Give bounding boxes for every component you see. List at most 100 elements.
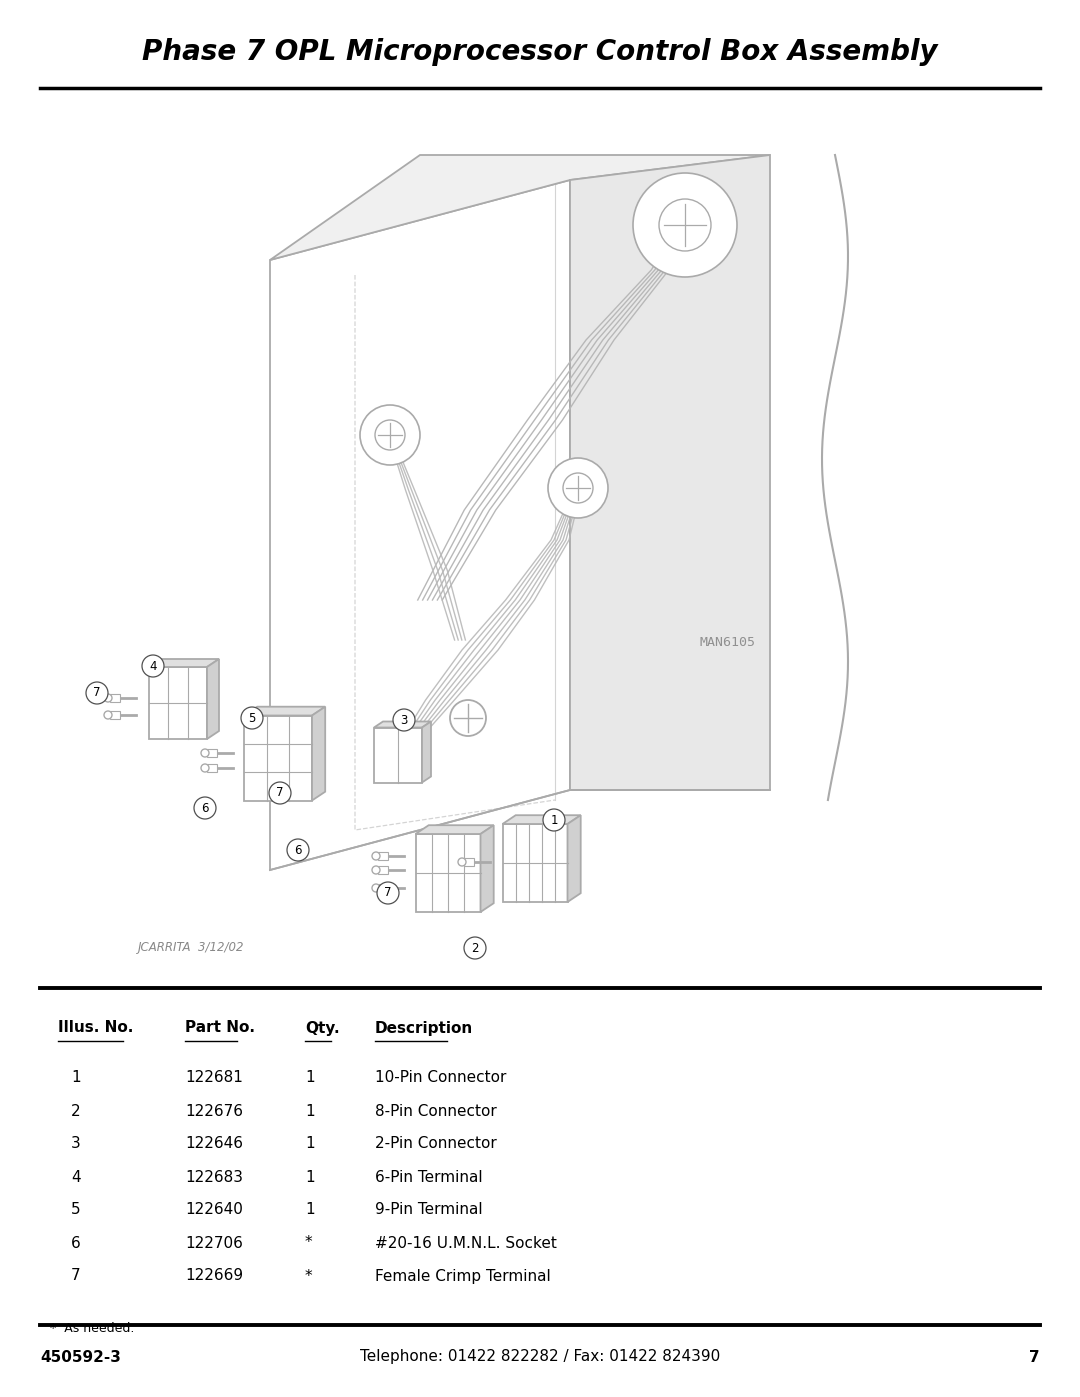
Text: 1: 1 [305,1104,314,1119]
Polygon shape [244,707,325,715]
Text: Phase 7 OPL Microprocessor Control Box Assembly: Phase 7 OPL Microprocessor Control Box A… [143,38,937,66]
Circle shape [633,173,737,277]
Text: 122676: 122676 [185,1104,243,1119]
Circle shape [201,749,210,757]
Text: MAN6105: MAN6105 [700,637,756,650]
Text: 7: 7 [384,887,392,900]
Text: Description: Description [375,1020,473,1035]
Text: Qty.: Qty. [305,1020,339,1035]
Text: 9-Pin Terminal: 9-Pin Terminal [375,1203,483,1218]
Text: 6: 6 [294,844,301,856]
Text: 122681: 122681 [185,1070,243,1085]
Text: *  As needed.: * As needed. [50,1323,134,1336]
Text: 3: 3 [401,714,407,726]
Text: 7: 7 [276,787,284,799]
Text: Part No.: Part No. [185,1020,255,1035]
Text: 1: 1 [305,1137,314,1151]
Text: 122683: 122683 [185,1169,243,1185]
Circle shape [104,711,112,719]
Text: 7: 7 [71,1268,81,1284]
Bar [378,852,388,861]
Bar [416,834,481,912]
Polygon shape [270,155,770,260]
Text: 5: 5 [248,711,256,725]
Bar [378,884,388,893]
Circle shape [659,198,711,251]
Text: 7: 7 [93,686,100,700]
Circle shape [360,405,420,465]
Text: 122640: 122640 [185,1203,243,1218]
Polygon shape [374,721,431,728]
Circle shape [450,700,486,736]
Circle shape [543,809,565,831]
Circle shape [86,682,108,704]
Circle shape [372,852,380,861]
Circle shape [377,882,399,904]
Circle shape [548,458,608,518]
Polygon shape [422,721,431,782]
Text: 6: 6 [71,1235,81,1250]
Bar [110,711,120,719]
Polygon shape [502,816,581,824]
Bar [244,715,312,800]
Polygon shape [570,155,770,789]
Circle shape [194,798,216,819]
Circle shape [372,866,380,875]
Circle shape [141,655,164,678]
Text: 6-Pin Terminal: 6-Pin Terminal [375,1169,483,1185]
Text: 122669: 122669 [185,1268,243,1284]
Text: 122646: 122646 [185,1137,243,1151]
Circle shape [201,764,210,773]
Circle shape [269,782,291,805]
Polygon shape [312,707,325,800]
Polygon shape [149,659,219,666]
Bar [207,749,217,757]
Circle shape [458,858,465,866]
Bar [378,866,388,875]
Text: JCARRITA  3/12/02: JCARRITA 3/12/02 [138,942,244,954]
Text: Telephone: 01422 822282 / Fax: 01422 824390: Telephone: 01422 822282 / Fax: 01422 824… [360,1350,720,1365]
Text: 1: 1 [305,1070,314,1085]
Text: Illus. No.: Illus. No. [58,1020,133,1035]
Circle shape [104,694,112,703]
Text: 4: 4 [71,1169,81,1185]
Bar [502,824,567,902]
Text: *: * [305,1235,312,1250]
Text: 7: 7 [1029,1350,1040,1365]
Text: #20-16 U.M.N.L. Socket: #20-16 U.M.N.L. Socket [375,1235,557,1250]
Text: 2-Pin Connector: 2-Pin Connector [375,1137,497,1151]
Text: Female Crimp Terminal: Female Crimp Terminal [375,1268,551,1284]
Circle shape [464,937,486,958]
Text: 6: 6 [201,802,208,814]
Polygon shape [270,180,570,870]
Circle shape [372,884,380,893]
Polygon shape [567,816,581,902]
Text: *: * [305,1268,312,1284]
Text: 122706: 122706 [185,1235,243,1250]
Bar [149,666,207,739]
Text: 450592-3: 450592-3 [40,1350,121,1365]
Text: 1: 1 [305,1169,314,1185]
Text: 3: 3 [71,1137,81,1151]
Text: 1: 1 [71,1070,81,1085]
Text: 5: 5 [71,1203,81,1218]
Circle shape [375,420,405,450]
Text: 4: 4 [149,659,157,672]
Bar [374,728,422,782]
Text: 2: 2 [71,1104,81,1119]
Bar [110,694,120,703]
Polygon shape [416,826,494,834]
Bar [207,764,217,773]
Circle shape [393,710,415,731]
Text: 2: 2 [471,942,478,954]
Text: 8-Pin Connector: 8-Pin Connector [375,1104,497,1119]
Text: 10-Pin Connector: 10-Pin Connector [375,1070,507,1085]
Polygon shape [207,659,219,739]
Bar [464,858,474,866]
Text: 1: 1 [550,813,557,827]
Circle shape [563,474,593,503]
Circle shape [287,840,309,861]
Text: 1: 1 [305,1203,314,1218]
Polygon shape [481,826,494,912]
Circle shape [241,707,264,729]
